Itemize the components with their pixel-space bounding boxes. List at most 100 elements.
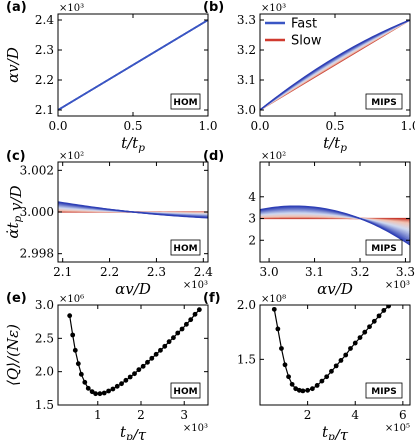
x-tick-label: 2 [304,408,312,422]
x-tick-label: 2.3 [147,265,166,279]
x-tick-label: 0.5 [325,119,344,133]
x-multiplier: ×10³ [183,280,208,291]
y-multiplier: ×10² [261,151,286,162]
tag-label: MIPS [371,387,396,397]
y-tick-label: 2.1 [35,103,54,117]
data-point [110,386,116,392]
x-tick-label: 1.0 [198,119,217,133]
series-line [260,205,410,246]
y-multiplier: ×10² [59,151,84,162]
y-tick-label: 1.5 [237,352,256,366]
plot-area [58,201,208,219]
panel-e: 1 2 3 1.5 2.0 2.5 3.0 ×10⁶ ×10³ (e) HOM tp/τ ⟨Q⟩/(Nε… [4,291,209,440]
data-point [279,346,284,351]
panel-label: (f) [203,291,221,306]
legend-label: Slow [291,34,322,49]
plot-area [271,305,391,394]
data-point [78,371,84,377]
x-tick-label: 2.2 [100,265,119,279]
data-point [376,313,382,319]
data-point [333,363,339,369]
data-point [352,340,358,346]
legend: Fast Slow [265,17,322,49]
data-point [357,335,363,341]
y-tick-label: 2.2 [35,73,54,87]
tag-label: MIPS [371,244,396,254]
data-point [85,385,91,391]
x-tick-label: 2 [137,408,145,422]
panel-f: 2 4 6 1.5 2.0 ×10⁸ ×10⁵ (f) MIPS tp/τ [203,291,411,440]
tag-box [365,382,403,399]
data-point [188,317,194,323]
data-point [338,358,344,363]
data-point [97,391,103,397]
data-point [149,355,155,361]
series-line [58,19,208,111]
y-multiplier: ×10⁶ [59,294,84,305]
data-point [175,330,181,336]
data-point [171,335,176,341]
x-tick-label: 3.2 [350,265,369,279]
data-point [183,321,189,327]
x-tick-label: 4 [351,408,359,422]
data-point [93,391,99,397]
plot-area [260,205,410,246]
data-point [119,381,124,387]
data-point [70,332,76,338]
data-point [293,386,299,392]
series-line [273,305,389,392]
y-tick-label: 2.0 [237,298,256,312]
data-point [145,359,150,365]
data-point [271,306,277,312]
plot-area [67,307,202,397]
data-point [136,367,142,373]
data-point [72,347,78,353]
x-tick-label: 3.3 [396,265,415,279]
data-point [275,326,281,332]
data-point [127,374,133,380]
panel-a: 0.0 0.5 1.0 2.1 2.2 2.3 2.4 ×10³ (a) HOM t/tp αv/D [4,0,218,154]
tag-label: HOM [173,387,197,397]
data-point [192,311,198,317]
tag-label: MIPS [371,98,396,108]
data-point [381,308,387,313]
series-line [69,309,200,395]
data-point [309,386,315,392]
x-tick-label: 6 [399,408,407,422]
panel-label: (c) [6,149,26,164]
data-point [106,388,111,394]
y-tick-label: 3.2 [237,43,256,57]
data-point [282,362,288,368]
data-point [140,363,146,369]
x-multiplier: ×10³ [183,423,208,434]
data-point [132,371,137,377]
data-point [153,351,159,357]
series-line [260,19,410,111]
y-axis-label: α̇tp v/D [4,185,25,238]
data-point [82,379,88,385]
plot-area [260,19,410,111]
y-tick-label: 2.0 [35,365,54,379]
data-point [362,329,368,335]
panel-label: (d) [203,149,224,164]
y-tick-label: 3.002 [20,163,54,177]
tag-box [170,239,201,256]
data-point [196,307,202,313]
panel-label: (a) [6,0,27,15]
data-point [114,383,120,389]
data-point [101,390,107,396]
tag-box [170,382,201,399]
axes-frame [57,304,209,406]
data-point [343,352,349,358]
y-tick-label: 2.998 [20,247,54,261]
x-multiplier: ×10⁵ [385,423,410,434]
panel-b: 0.0 0.5 1.0 3.0 3.1 3.2 3.3 ×10³ (b) MIPS t/tp Fast… [203,0,415,154]
x-axis-label: αv/D [317,280,353,298]
data-point [329,368,334,374]
x-tick-label: 1.0 [400,119,415,133]
tag-box [365,93,403,110]
y-tick-label: 2.4 [35,13,54,27]
x-tick-label: 1 [94,408,102,422]
data-point [319,378,325,384]
